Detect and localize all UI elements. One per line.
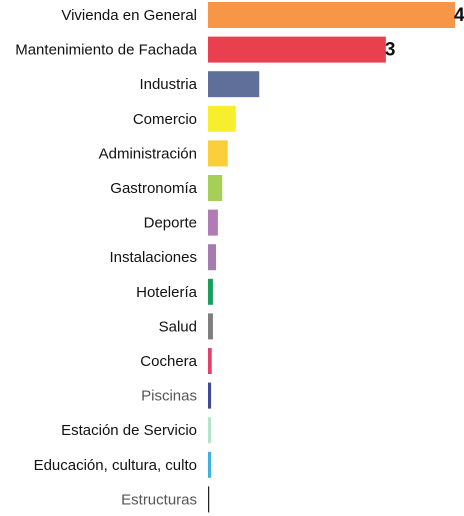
bar [208,71,260,98]
category-label: Industria [139,76,197,93]
bar [208,105,236,132]
value-label: 4 [454,5,464,26]
category-label: Educación, cultura, culto [34,457,197,474]
category-label: Piscinas [141,388,197,405]
category-label: Vivienda en General [61,7,197,24]
category-label: Estación de Servicio [61,422,197,439]
bar [208,348,212,374]
bar [208,244,217,271]
category-label: Hotelería [136,284,198,301]
bar [208,209,218,236]
category-label: Deporte [144,215,197,232]
value-label: 3 [385,40,396,61]
category-label: Mantenimiento de Fachada [15,42,197,59]
bar [208,486,210,513]
bar [208,417,212,444]
bar [208,175,223,201]
bar [208,451,212,478]
category-label: Gastronomía [110,180,197,197]
category-label: Administración [99,145,197,162]
bar [208,140,228,167]
category-label: Cochera [140,353,197,370]
category-label: Estructuras [121,491,197,508]
category-label: Comercio [133,111,197,128]
bar [208,2,455,28]
category-label: Instalaciones [109,249,197,266]
bar [208,36,386,63]
bar [208,382,212,409]
category-label: Salud [159,318,197,335]
bar [208,278,213,305]
bar [208,313,213,340]
